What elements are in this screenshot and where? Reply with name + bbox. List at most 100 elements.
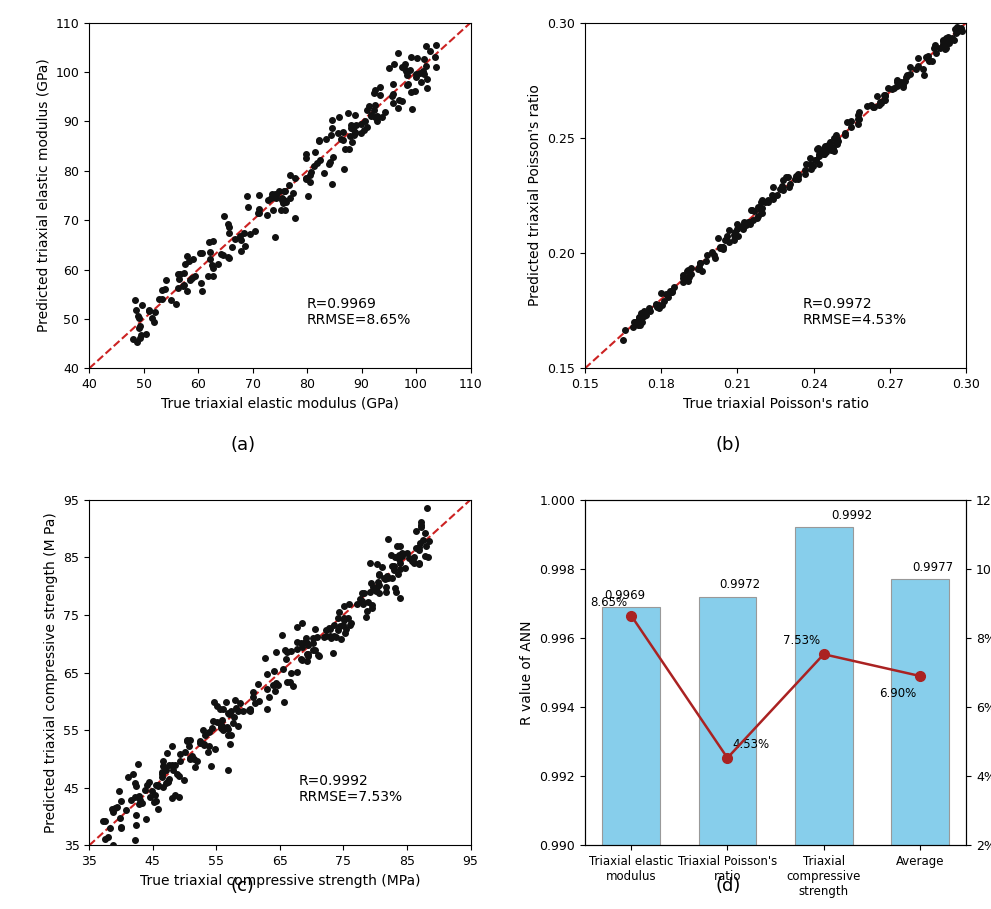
Point <box>416 52 432 66</box>
Point <box>301 167 317 182</box>
Point <box>146 795 162 810</box>
Point <box>324 113 340 127</box>
Point <box>275 193 290 207</box>
Point <box>215 248 231 263</box>
Point <box>282 168 298 183</box>
Point <box>149 794 165 808</box>
Point <box>131 310 147 325</box>
Point <box>168 766 184 781</box>
Point <box>311 134 327 148</box>
Point <box>175 279 191 294</box>
Point <box>107 801 123 815</box>
Point <box>779 169 795 184</box>
Point <box>627 315 643 329</box>
Point <box>729 229 745 244</box>
Point <box>114 794 130 808</box>
Point <box>426 50 442 65</box>
Point <box>363 556 379 571</box>
Point <box>220 727 236 742</box>
Point <box>392 556 408 571</box>
Point <box>124 793 140 807</box>
Point <box>711 231 726 245</box>
Point <box>379 569 394 584</box>
Point <box>188 754 204 769</box>
Point <box>233 233 249 247</box>
Point <box>760 193 776 207</box>
Point <box>411 540 427 554</box>
Point <box>150 778 165 793</box>
Point <box>690 261 706 275</box>
Point <box>170 281 186 295</box>
Point <box>402 85 418 99</box>
Point <box>119 803 135 817</box>
Point <box>154 770 169 784</box>
Point <box>734 219 750 234</box>
Point <box>257 651 273 665</box>
Point <box>306 643 322 657</box>
Point <box>381 571 396 585</box>
Y-axis label: Predicted triaxial Poisson's ratio: Predicted triaxial Poisson's ratio <box>528 85 542 306</box>
Point <box>390 548 406 563</box>
Point <box>223 704 239 718</box>
Point <box>216 208 232 223</box>
Point <box>141 774 157 789</box>
Point <box>365 580 381 594</box>
Point <box>324 176 340 191</box>
Point <box>741 216 757 231</box>
Point <box>128 775 144 790</box>
Point <box>128 293 144 307</box>
Point <box>738 217 754 232</box>
Point <box>682 270 698 285</box>
Point <box>97 814 113 829</box>
Point <box>193 275 209 290</box>
Point <box>182 274 198 288</box>
Point <box>925 54 940 68</box>
Point <box>880 80 896 95</box>
Point <box>936 33 951 47</box>
Point <box>358 114 374 128</box>
Point <box>108 841 124 855</box>
Point <box>851 112 867 126</box>
Point <box>369 109 385 124</box>
Point <box>127 833 143 847</box>
Point <box>946 22 962 36</box>
Point <box>128 303 144 317</box>
Point <box>99 830 115 844</box>
Point <box>381 61 396 75</box>
Point <box>876 93 892 107</box>
Point <box>828 128 844 143</box>
Point <box>877 89 893 104</box>
Point <box>158 282 173 296</box>
Point <box>221 707 237 722</box>
Point <box>180 739 196 754</box>
Point <box>837 125 853 140</box>
Point <box>746 205 762 219</box>
Point <box>728 221 744 235</box>
Point <box>412 66 428 81</box>
Point <box>410 557 426 572</box>
Point <box>817 146 832 161</box>
Point <box>408 541 424 555</box>
Point <box>418 538 434 553</box>
Point <box>916 62 932 76</box>
Point <box>194 723 210 737</box>
Point <box>161 757 176 772</box>
Point <box>269 675 284 690</box>
Point <box>379 584 394 599</box>
Point <box>252 206 268 221</box>
Point <box>282 191 298 205</box>
Point <box>955 10 971 25</box>
Point <box>171 790 187 804</box>
Point <box>328 629 344 644</box>
Point <box>811 146 826 161</box>
Point <box>195 737 211 752</box>
Point <box>220 250 236 265</box>
Point <box>104 802 120 816</box>
Point <box>356 123 372 137</box>
Point <box>156 758 171 773</box>
Point <box>131 789 147 804</box>
Point <box>369 556 385 571</box>
Point <box>274 204 289 218</box>
Point <box>798 156 814 171</box>
Point <box>318 132 334 146</box>
